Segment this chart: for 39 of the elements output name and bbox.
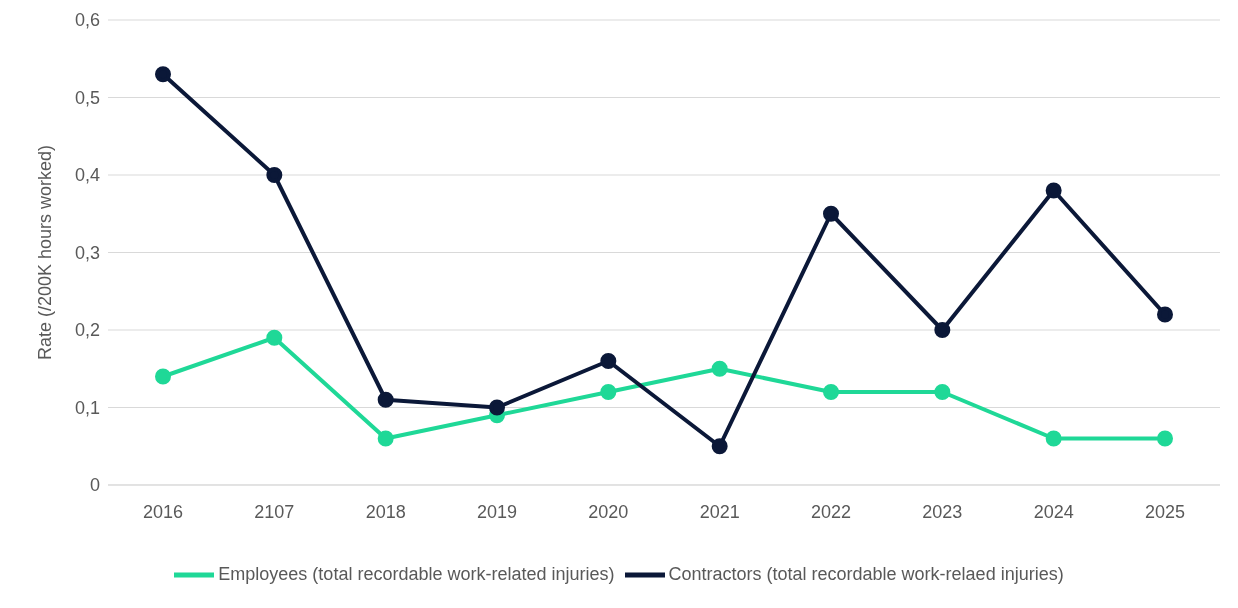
legend-label: Contractors (total recordable work-relaed injuries) bbox=[668, 563, 1064, 584]
point bbox=[600, 384, 617, 400]
x-tick-label: 2107 bbox=[254, 501, 295, 522]
x-tick-label: 2019 bbox=[476, 501, 518, 522]
x-tick-label: 2025 bbox=[1144, 501, 1186, 522]
x-tick-label: 2018 bbox=[365, 501, 406, 522]
y-tick-label: 0,5 bbox=[74, 87, 100, 108]
x-tick-label: 2020 bbox=[588, 501, 629, 522]
point bbox=[934, 322, 951, 338]
point bbox=[489, 399, 505, 416]
y-tick-label: 0,2 bbox=[74, 320, 100, 341]
point bbox=[266, 329, 283, 346]
point bbox=[377, 430, 394, 447]
point bbox=[823, 205, 839, 222]
x-tick-label: 2021 bbox=[699, 501, 740, 522]
point bbox=[266, 167, 283, 183]
point bbox=[711, 360, 728, 377]
point bbox=[1157, 306, 1173, 323]
point bbox=[711, 438, 728, 455]
y-tick-label: 0 bbox=[89, 475, 100, 496]
legend-label: Employees (total recordable work-related injuries) bbox=[218, 563, 615, 584]
point bbox=[823, 384, 839, 400]
point bbox=[1157, 430, 1173, 447]
x-tick-label: 2023 bbox=[922, 501, 963, 522]
point bbox=[600, 353, 617, 369]
x-tick-label: 2016 bbox=[142, 501, 184, 522]
y-tick-label: 0,3 bbox=[74, 242, 100, 263]
y-tick-label: 0,1 bbox=[74, 397, 100, 418]
y-tick-label: 0,4 bbox=[74, 165, 100, 186]
y-axis-title: Rate (/200K hours worked) bbox=[35, 144, 56, 361]
point bbox=[1045, 430, 1062, 447]
point bbox=[1045, 182, 1062, 199]
point bbox=[377, 391, 394, 408]
point bbox=[155, 368, 171, 385]
x-tick-label: 2024 bbox=[1033, 501, 1074, 522]
x-tick-label: 2022 bbox=[810, 501, 852, 522]
point bbox=[934, 384, 951, 400]
point bbox=[155, 66, 171, 83]
y-tick-label: 0,6 bbox=[74, 10, 100, 31]
